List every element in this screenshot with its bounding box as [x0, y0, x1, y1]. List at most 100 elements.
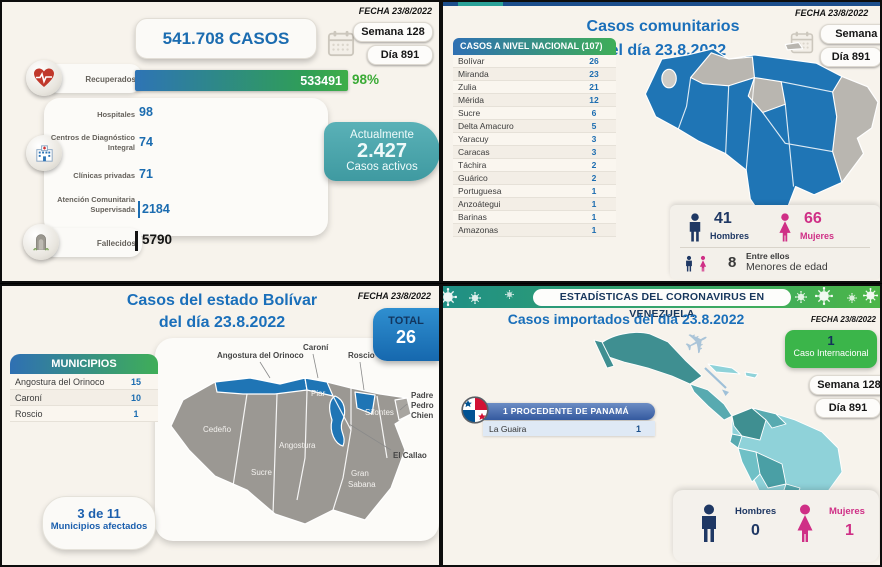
- municipio-name: Roscio: [15, 408, 43, 419]
- fallecidos-label: Fallecidos: [96, 239, 136, 248]
- acs-value: 2184: [142, 202, 170, 216]
- state-name: Zulia: [458, 82, 477, 92]
- map-label-cedeno: Cedeño: [203, 425, 232, 434]
- table-row: Mérida 12: [453, 94, 616, 107]
- panel-title-line1: Casos del estado Bolívar: [126, 292, 318, 309]
- state-name: Sucre: [458, 108, 481, 118]
- banner: ESTADÍSTICAS DEL CORONAVIRUS EN VENEZUEL…: [441, 286, 880, 320]
- state-value: 3: [591, 134, 597, 144]
- cdi-value: 74: [139, 135, 153, 149]
- state-value: 23: [589, 69, 599, 79]
- total-badge: TOTAL 26: [373, 308, 439, 361]
- semana-pill: Semana 128: [820, 24, 880, 44]
- table-header: CASOS A NIVEL NACIONAL (107): [453, 38, 616, 55]
- state-value: 5: [591, 121, 597, 131]
- dia-pill: Día 891: [820, 47, 880, 67]
- dia-pill: Día 891: [367, 45, 433, 65]
- state-name: Amazonas: [458, 225, 499, 235]
- venezuela-map: [644, 41, 879, 225]
- panel-nacional: FECHA 23/8/2022 541.708 CASOS Semana 128…: [0, 0, 441, 283]
- semana-pill: Semana 128: [809, 375, 880, 395]
- tombstone-icon: [23, 224, 59, 260]
- fallecidos-value: 5790: [142, 232, 173, 247]
- table-row: Bolívar 26: [453, 55, 616, 68]
- state-value: 3: [591, 147, 597, 157]
- top-strip: [443, 2, 880, 6]
- fecha-label: FECHA 23/8/2022: [795, 8, 869, 18]
- state-name: Yaracuy: [458, 134, 489, 144]
- top-strip-accent: [458, 2, 503, 6]
- hombres-value: 41: [714, 210, 732, 227]
- total-label: TOTAL: [388, 315, 424, 327]
- panama-flag-icon: [461, 396, 489, 424]
- child-man-icon: [684, 255, 694, 273]
- municipio-value: 1: [133, 408, 139, 419]
- table-row: Barinas 1: [453, 211, 616, 224]
- casos-nacional-table: CASOS A NIVEL NACIONAL (107) Bolívar 26 M…: [453, 38, 616, 237]
- fallecidos-tick: [135, 231, 138, 251]
- virus-icon: [863, 288, 878, 303]
- semana-pill: Semana 128: [353, 22, 433, 42]
- mujeres-value: 1: [845, 522, 854, 539]
- virus-icon: [795, 291, 807, 303]
- afectados-label: Municipios afectados: [50, 521, 148, 532]
- mujeres-value: 66: [804, 210, 822, 227]
- mujeres-label: Mujeres: [800, 231, 835, 241]
- gender-stats-panel: Hombres 0 Mujeres 1: [673, 490, 879, 562]
- map-label-caroni: Caroní: [303, 343, 329, 352]
- centros-panel: [44, 98, 328, 236]
- state-name: Delta Amacuro: [458, 121, 514, 131]
- table-row: Anzoátegui 1: [453, 198, 616, 211]
- bolivar-map: Angostura del Orinoco Caroní Roscio Padr…: [170, 343, 434, 525]
- state-value: 6: [591, 108, 597, 118]
- activos-value: 2.427: [356, 140, 408, 162]
- table-row: Caracas 3: [453, 146, 616, 159]
- panel-comunitarios: Casos comunitarios del día 23.8.2022 FEC…: [441, 0, 882, 283]
- table-header: MUNICIPIOS: [10, 354, 158, 374]
- map-label-piar: Piar: [311, 389, 326, 398]
- map-label-angostura-del-orinoco: Angostura del Orinoco: [217, 351, 304, 360]
- recuperados-pct: 98%: [352, 72, 380, 87]
- procedencia-header: 1 PROCEDENTE DE PANAMÁ: [477, 403, 655, 420]
- casos-activos-badge: Actualmente 2.427 Casos activos: [324, 122, 439, 181]
- recuperados-label: Recuperados: [85, 75, 136, 84]
- acs-tick: [138, 201, 140, 218]
- state-value: 1: [591, 199, 597, 209]
- panel-title: Casos importados del día 23.8.2022: [507, 311, 745, 327]
- state-name: Guárico: [458, 173, 488, 183]
- flight-arrow: [704, 367, 727, 389]
- state-name: Táchira: [458, 160, 487, 170]
- intl-label: Caso Internacional: [793, 348, 869, 358]
- table-row: Roscio 1: [10, 406, 158, 422]
- woman-icon: [793, 503, 817, 545]
- virus-icon: [441, 288, 457, 306]
- state-value: 26: [589, 56, 599, 66]
- fecha-label: FECHA 23/8/2022: [357, 291, 431, 301]
- state-value: 1: [591, 212, 597, 222]
- state-name: Anzoátegui: [458, 199, 501, 209]
- menores-pre: Entre ellos: [746, 251, 790, 261]
- map-label-padre-1: Padre: [411, 391, 434, 400]
- virus-icon: [469, 292, 481, 304]
- municipio-name: Angostura del Orinoco: [15, 376, 105, 387]
- table-row: Delta Amacuro 5: [453, 120, 616, 133]
- table-row: Amazonas 1: [453, 224, 616, 237]
- origen-row: La Guaira 1: [483, 421, 655, 436]
- map-label-sucre: Sucre: [251, 468, 272, 477]
- man-icon: [697, 503, 721, 545]
- state-value: 1: [591, 225, 597, 235]
- dia-pill: Día 891: [815, 398, 880, 418]
- state-value: 1: [591, 186, 597, 196]
- activos-line2: Casos activos: [346, 161, 418, 173]
- table-row: Portuguesa 1: [453, 185, 616, 198]
- recuperados-label-strip: [46, 64, 142, 93]
- virus-icon: [847, 293, 857, 303]
- table-row: Angostura del Orinoco 15: [10, 374, 158, 390]
- map-label-roscio: Roscio: [348, 351, 375, 360]
- total-value: 26: [395, 327, 417, 347]
- virus-icon: [815, 287, 833, 305]
- banner-title: ESTADÍSTICAS DEL CORONAVIRUS EN VENEZUEL…: [533, 288, 791, 320]
- woman-icon: [776, 212, 794, 244]
- municipios-table: MUNICIPIOS Angostura del Orinoco 15 Caron…: [10, 354, 158, 422]
